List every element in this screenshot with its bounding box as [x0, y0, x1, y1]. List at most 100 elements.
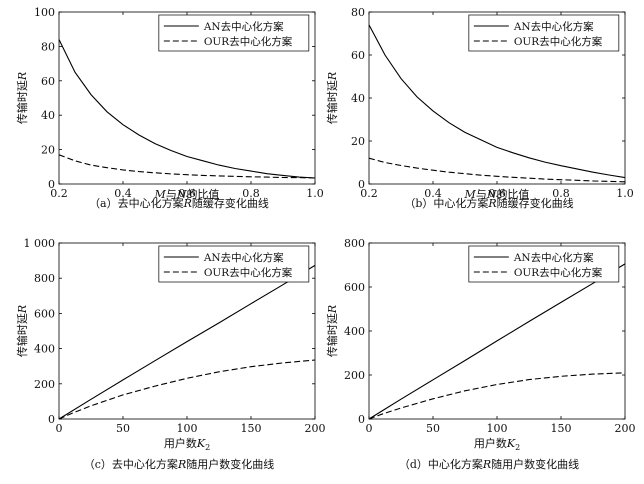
- x-tick-label: 0.2: [50, 187, 68, 200]
- y-tick-label: 400: [344, 325, 365, 338]
- series-line-an: [368, 263, 626, 420]
- y-axis-label: 传输时延R: [15, 305, 29, 357]
- y-tick-label: 1 000: [24, 237, 56, 250]
- x-axis-label-var: N: [176, 188, 187, 201]
- legend-box: [468, 14, 620, 52]
- y-axis-label: 传输时延R: [325, 72, 339, 124]
- y-axis-label: 传输时延R: [325, 305, 339, 357]
- x-tick-label: 0.4: [424, 187, 442, 200]
- y-tick-label: 600: [34, 307, 55, 320]
- caption-text: （a）去中心化方案: [89, 196, 184, 210]
- x-tick-label: 200: [615, 422, 636, 435]
- x-axis-label-sub: 2: [205, 443, 210, 452]
- caption-text: （c）去中心化方案: [84, 457, 178, 471]
- x-tick-label: 150: [241, 422, 262, 435]
- caption-text: 随缓存变化曲线: [497, 196, 574, 210]
- x-axis-label-var: M: [154, 188, 167, 201]
- x-tick-label: 0: [56, 422, 63, 435]
- panel-caption: （c）去中心化方案R随用户数变化曲线: [84, 457, 274, 471]
- series-line-our: [368, 157, 626, 183]
- x-axis-label-text: 的比值: [496, 187, 529, 201]
- y-axis-label-text: 传输时延: [15, 80, 29, 124]
- x-axis-label-text: 用户数: [474, 436, 507, 450]
- x-axis-label-text: 用户数: [164, 436, 197, 450]
- y-axis-label-var: R: [326, 305, 339, 314]
- x-axis-label: M与N的比值: [464, 187, 530, 201]
- y-tick-label: 400: [34, 343, 55, 356]
- legend-label: OUR去中心化方案: [204, 35, 293, 48]
- legend-box: [158, 245, 310, 283]
- caption-text: 随缓存变化曲线: [192, 196, 269, 210]
- y-tick-label: 200: [344, 369, 365, 382]
- x-tick-label: 0.6: [488, 187, 506, 200]
- series-line-an: [58, 264, 316, 420]
- y-tick-label: 80: [41, 40, 55, 53]
- x-tick-label: 0.6: [178, 187, 196, 200]
- caption-text: 随用户数变化曲线: [186, 457, 274, 471]
- y-tick-label: 0: [48, 178, 55, 191]
- y-axis-label-var: R: [16, 72, 29, 81]
- y-tick-label: 800: [344, 237, 365, 250]
- x-axis-label-sub: 2: [515, 443, 520, 452]
- y-tick-label: 20: [351, 135, 365, 148]
- caption-var: R: [177, 458, 186, 471]
- caption-var: R: [482, 458, 491, 471]
- legend-label: OUR去中心化方案: [514, 266, 603, 279]
- legend-label: AN去中心化方案: [513, 20, 594, 33]
- x-axis-label: 用户数K2: [474, 436, 520, 452]
- y-axis-label: 传输时延R: [15, 72, 29, 124]
- series-line-our: [58, 154, 316, 179]
- x-tick-label: 150: [551, 422, 572, 435]
- y-tick-label: 40: [41, 109, 55, 122]
- x-tick-label: 0: [366, 422, 373, 435]
- x-tick-label: 0.8: [242, 187, 260, 200]
- panel-caption: （b）中心化方案R随缓存变化曲线: [404, 196, 573, 210]
- y-axis-label-var: R: [16, 305, 29, 314]
- legend-label: AN去中心化方案: [203, 251, 284, 264]
- y-tick-label: 20: [41, 144, 55, 157]
- x-tick-label: 100: [177, 422, 198, 435]
- x-axis-label-text: 与: [166, 188, 177, 201]
- y-tick-label: 800: [34, 272, 55, 285]
- x-tick-label: 200: [305, 422, 326, 435]
- x-axis-label-var: M: [464, 188, 477, 201]
- legend-label: AN去中心化方案: [203, 20, 284, 33]
- y-tick-label: 80: [351, 6, 365, 19]
- x-tick-label: 100: [487, 422, 508, 435]
- legend-label: OUR去中心化方案: [204, 266, 293, 279]
- caption-text: （d）中心化方案: [399, 457, 483, 471]
- y-tick-label: 0: [48, 413, 55, 426]
- x-axis-label-var: K: [506, 437, 516, 450]
- x-tick-label: 0.8: [552, 187, 570, 200]
- y-axis-label-var: R: [326, 72, 339, 81]
- y-axis-label-text: 传输时延: [325, 313, 339, 357]
- y-tick-label: 0: [358, 413, 365, 426]
- y-tick-label: 600: [344, 281, 365, 294]
- caption-var: R: [487, 197, 496, 210]
- x-axis-label-text: 的比值: [186, 187, 219, 201]
- legend-label: OUR去中心化方案: [514, 35, 603, 48]
- chart-panel-b: 0.2 0.4 0.6 0.8 1.0 0 20 40 60 80 AN去中心化方案 OUR去中心化方…: [325, 6, 634, 210]
- x-axis-label: 用户数K2: [164, 436, 210, 452]
- legend-box: [468, 245, 620, 283]
- panel-caption: （a）去中心化方案R随缓存变化曲线: [89, 196, 269, 210]
- series-line-our: [368, 372, 626, 420]
- x-axis-label: M与N的比值: [154, 187, 220, 201]
- x-tick-label: 0.2: [360, 187, 378, 200]
- chart-panel-d: 0 50 100 150 200 0 200 400 600 800 AN去中心化方案 OUR去中心化…: [325, 237, 636, 471]
- x-axis-label-var: K: [196, 437, 206, 450]
- chart-panel-a: 0.2 0.4 0.6 0.8 1.0 0 20 40 60 80 100 AN去中心化方案 OUR去中…: [15, 6, 324, 210]
- y-tick-label: 200: [34, 378, 55, 391]
- x-tick-label: 50: [116, 422, 130, 435]
- series-line-an: [368, 24, 626, 179]
- y-axis-label-text: 传输时延: [325, 80, 339, 124]
- y-tick-label: 40: [351, 92, 365, 105]
- y-tick-label: 60: [351, 49, 365, 62]
- panel-caption: （d）中心化方案R随用户数变化曲线: [399, 457, 579, 471]
- x-axis-label-text: 与: [476, 188, 487, 201]
- caption-text: （b）中心化方案: [404, 196, 488, 210]
- caption-var: R: [183, 197, 192, 210]
- x-tick-label: 0.4: [114, 187, 132, 200]
- y-tick-label: 0: [358, 178, 365, 191]
